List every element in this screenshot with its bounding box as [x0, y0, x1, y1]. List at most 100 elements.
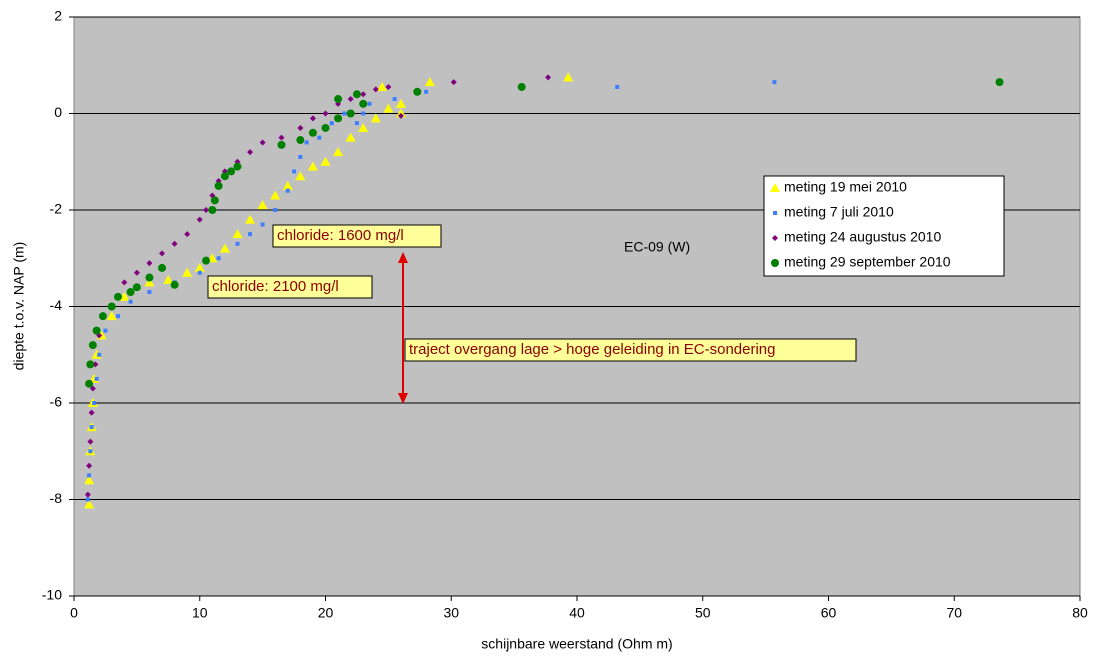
point — [114, 292, 123, 301]
point — [92, 326, 101, 335]
x-tick-label: 80 — [1072, 605, 1088, 621]
point — [87, 438, 94, 445]
point — [260, 222, 265, 227]
marks — [74, 16, 1080, 597]
point — [214, 181, 223, 190]
y-tick-label: -8 — [50, 490, 63, 506]
point — [119, 291, 130, 301]
point — [367, 101, 372, 106]
point — [321, 123, 330, 132]
point — [88, 341, 97, 350]
point — [354, 121, 359, 126]
point — [545, 74, 552, 81]
point — [397, 112, 404, 119]
point — [103, 328, 108, 333]
point — [773, 211, 777, 215]
point — [385, 83, 392, 90]
point — [309, 115, 316, 122]
point — [220, 172, 229, 181]
point — [358, 122, 369, 132]
point — [257, 200, 268, 210]
annotation-box — [404, 338, 857, 362]
point — [133, 269, 140, 276]
point — [334, 95, 343, 104]
point — [270, 190, 281, 200]
point — [296, 136, 305, 145]
point — [772, 80, 777, 85]
arrow-head — [398, 252, 408, 263]
point — [342, 111, 347, 116]
point — [89, 385, 96, 392]
point — [282, 180, 293, 190]
point — [84, 499, 95, 509]
point — [197, 270, 202, 275]
legend-label: meting 19 mei 2010 — [784, 179, 907, 195]
point — [208, 206, 217, 214]
point — [146, 260, 153, 267]
point — [361, 111, 366, 116]
point — [304, 140, 309, 145]
annotation: traject overgang lage > hoge geleiding i… — [409, 341, 776, 358]
point — [370, 113, 381, 123]
y-tick-label: -6 — [50, 394, 63, 410]
point — [106, 311, 117, 321]
point — [84, 491, 91, 498]
legend-label: meting 24 augustus 2010 — [784, 229, 941, 245]
y-tick-label: -2 — [50, 201, 63, 217]
point — [163, 274, 174, 284]
point — [203, 207, 210, 213]
point — [770, 183, 780, 192]
point — [377, 81, 388, 91]
point — [347, 96, 354, 103]
point — [333, 147, 344, 157]
point — [85, 379, 94, 388]
point — [86, 462, 93, 469]
point — [88, 409, 95, 416]
point — [247, 149, 254, 156]
point — [563, 72, 574, 82]
point — [450, 79, 457, 86]
point — [159, 250, 166, 257]
point — [97, 352, 102, 357]
point — [86, 360, 95, 369]
point — [517, 82, 526, 91]
point — [202, 256, 211, 265]
point — [298, 154, 303, 159]
point — [383, 103, 394, 113]
point — [772, 235, 778, 241]
point — [329, 121, 334, 126]
legend-label: meting 7 juli 2010 — [784, 204, 894, 220]
point — [196, 216, 203, 223]
annotation-box — [207, 275, 373, 299]
point — [285, 188, 290, 193]
point — [392, 97, 397, 102]
point — [219, 243, 230, 253]
point — [87, 473, 92, 478]
point — [292, 169, 297, 174]
point — [107, 302, 116, 311]
annotation: chloride: 2100 mg/l — [212, 278, 339, 295]
point — [233, 162, 242, 171]
arrow-head — [398, 393, 408, 404]
point — [210, 196, 219, 205]
point — [248, 232, 253, 237]
point — [85, 497, 90, 502]
x-tick-label: 50 — [695, 605, 711, 621]
point — [92, 401, 97, 405]
point — [278, 134, 285, 141]
x-tick-label: 60 — [821, 605, 837, 621]
point — [121, 279, 128, 286]
point — [360, 91, 367, 98]
point — [232, 229, 243, 239]
point — [413, 87, 422, 96]
annotation: chloride: 1600 mg/l — [277, 227, 404, 244]
point — [116, 314, 121, 319]
point — [334, 114, 343, 123]
point — [297, 124, 304, 131]
point — [145, 273, 154, 282]
point — [94, 376, 99, 381]
point — [395, 98, 406, 108]
point — [295, 171, 306, 181]
point — [89, 425, 94, 430]
